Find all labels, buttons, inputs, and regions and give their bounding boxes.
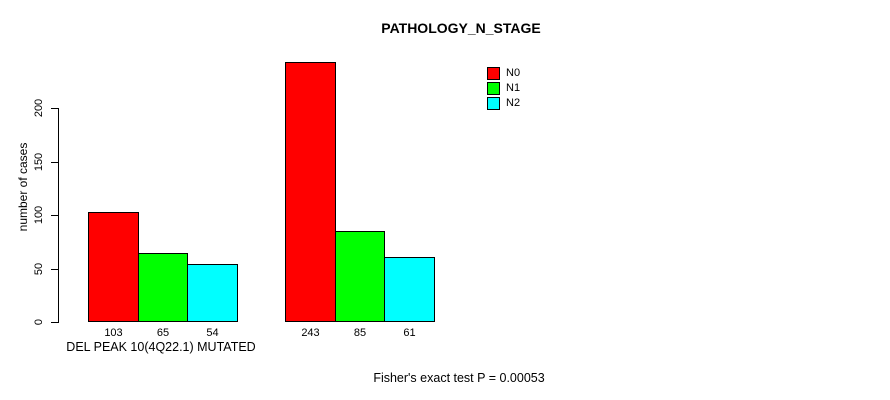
bar-value-n2-group1: 54 — [206, 327, 219, 339]
bar-value-n2-group2: 61 — [403, 327, 416, 339]
bar-n2-group2 — [384, 257, 435, 322]
bar-n0-group2 — [285, 62, 336, 322]
bar-value-n1-group1: 65 — [156, 327, 170, 339]
bar-n1-group2 — [335, 231, 385, 322]
y-tick — [51, 268, 58, 270]
y-tick-label: 0 — [33, 318, 45, 326]
y-tick — [51, 322, 58, 323]
bar-n1-group1 — [138, 253, 188, 322]
y-axis-line — [58, 108, 59, 323]
bar-value-n0-group2: 243 — [301, 327, 320, 339]
bar-value-n0-group1: 103 — [104, 327, 123, 339]
legend-swatch-n2 — [487, 97, 500, 110]
legend-item-n0: N0 — [487, 67, 520, 80]
y-tick — [51, 215, 58, 217]
y-tick-label: 200 — [33, 99, 45, 118]
x-group-label: DEL PEAK 10(4Q22.1) MUTATED — [66, 340, 256, 354]
y-tick-label: 150 — [33, 152, 45, 171]
y-tick — [51, 108, 58, 110]
bar-n0-group1 — [88, 212, 139, 322]
legend-label-n1: N1 — [506, 82, 521, 94]
bar-n2-group1 — [187, 264, 238, 322]
legend-label-n0: N0 — [506, 67, 521, 79]
legend: N0 N1 N2 — [487, 67, 520, 112]
fisher-test-annotation: Fisher's exact test P = 0.00053 — [373, 371, 545, 385]
legend-swatch-n1 — [487, 82, 500, 95]
y-tick-label: 50 — [33, 262, 45, 275]
y-tick-label: 100 — [33, 206, 45, 225]
legend-swatch-n0 — [487, 67, 500, 80]
legend-item-n2: N2 — [487, 97, 520, 110]
legend-label-n2: N2 — [506, 97, 521, 109]
y-tick — [51, 161, 58, 163]
legend-item-n1: N1 — [487, 82, 520, 95]
chart-title: PATHOLOGY_N_STAGE — [381, 20, 541, 36]
bar-value-n1-group2: 85 — [353, 327, 367, 339]
